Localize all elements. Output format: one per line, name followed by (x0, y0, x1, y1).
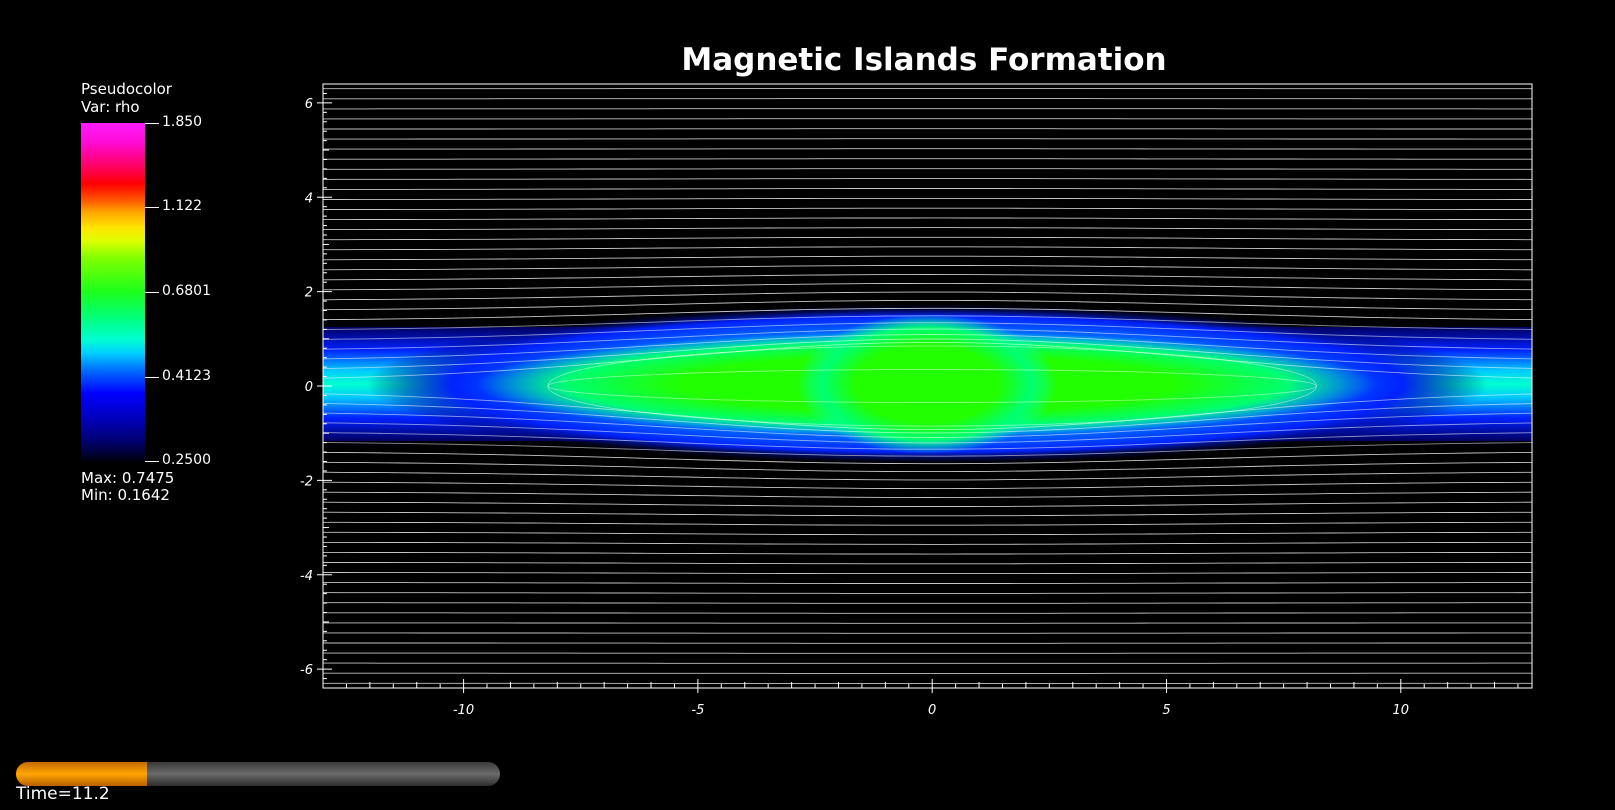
colorbar-tick (145, 291, 159, 293)
field-line (323, 315, 1532, 330)
field-line (323, 178, 1532, 180)
field-line (323, 531, 1532, 536)
colorbar-tick-label: 0.2500 (162, 452, 211, 468)
time-slider-fill (16, 762, 147, 786)
field-line (323, 265, 1532, 271)
field-line (323, 328, 1532, 350)
field-line (323, 168, 1532, 170)
field-line (323, 511, 1532, 517)
y-tick-label: 2 (305, 286, 313, 301)
colorbar-tick-label: 1.850 (162, 114, 203, 130)
field-lines (323, 88, 1532, 684)
field-line (323, 422, 1532, 444)
field-line (323, 227, 1532, 231)
field-line (323, 393, 1532, 431)
x-tick-label: 0 (928, 703, 936, 718)
field-line (323, 481, 1532, 490)
field-line (323, 491, 1532, 498)
field-line (323, 291, 1532, 301)
field-line (323, 592, 1532, 594)
island-field-line (547, 345, 1317, 427)
field-line (323, 158, 1532, 160)
field-line (323, 236, 1532, 241)
legend-min: Min: 0.1642 (81, 486, 170, 504)
field-line (323, 551, 1532, 555)
field-line (323, 207, 1532, 210)
field-line (323, 338, 1532, 370)
y-tick-label: -6 (300, 663, 313, 678)
time-slider[interactable] (16, 762, 500, 786)
field-line (323, 299, 1532, 311)
field-line (323, 412, 1532, 438)
colorbar (81, 123, 145, 461)
field-line (323, 307, 1532, 321)
field-line (323, 572, 1532, 575)
colorbar-tick (145, 123, 159, 124)
field-line (323, 541, 1532, 545)
field-line (323, 471, 1532, 481)
field-line (323, 197, 1532, 200)
legend-plot-type: Pseudocolor (81, 80, 172, 98)
field-line (323, 461, 1532, 473)
colorbar-tick (145, 461, 159, 462)
field-line (323, 451, 1532, 465)
colorbar-tick-label: 1.122 (162, 198, 203, 215)
field-line (323, 432, 1532, 450)
chart-title: Magnetic Islands Formation (681, 42, 1167, 78)
field-line (323, 282, 1532, 291)
field-line (323, 501, 1532, 507)
y-tick-label: -2 (300, 474, 313, 489)
field-line (323, 188, 1532, 190)
axes: -10 -5 0 5 10 6 4 2 0 -2 -4 -6 (300, 83, 1519, 718)
field-line (323, 612, 1532, 614)
island-center-bulge (797, 314, 1057, 454)
y-tick-label: 6 (305, 97, 313, 112)
legend-variable: Var: rho (81, 98, 140, 116)
field-region (323, 88, 1532, 684)
legend-max: Max: 0.7475 (81, 469, 175, 487)
field-line (323, 341, 1532, 379)
x-tick-label: -5 (691, 703, 704, 718)
field-line (323, 217, 1532, 221)
field-line (323, 582, 1532, 584)
field-line (323, 274, 1532, 281)
y-tick-label: 4 (305, 191, 313, 206)
time-label: Time=11.2 (16, 784, 110, 804)
field-line (323, 521, 1532, 526)
colorbar-tick-label: 0.4123 (162, 367, 211, 384)
island-field-line (547, 369, 1317, 403)
colorbar-tick (145, 376, 159, 378)
colorbar-tick (145, 207, 159, 209)
field-line (323, 442, 1532, 457)
y-tick-label: -4 (300, 569, 313, 584)
field-line (323, 562, 1532, 565)
x-tick-label: 10 (1393, 703, 1410, 718)
colorbar-tick-label: 0.6801 (162, 282, 211, 299)
x-tick-label: 5 (1162, 703, 1170, 718)
field-line (323, 334, 1532, 360)
field-line (323, 402, 1532, 434)
field-line (323, 255, 1532, 261)
field-line (323, 602, 1532, 604)
field-line (323, 322, 1532, 340)
x-tick-label: -10 (453, 703, 474, 718)
y-tick-label: 0 (305, 380, 313, 395)
field-line (323, 246, 1532, 251)
